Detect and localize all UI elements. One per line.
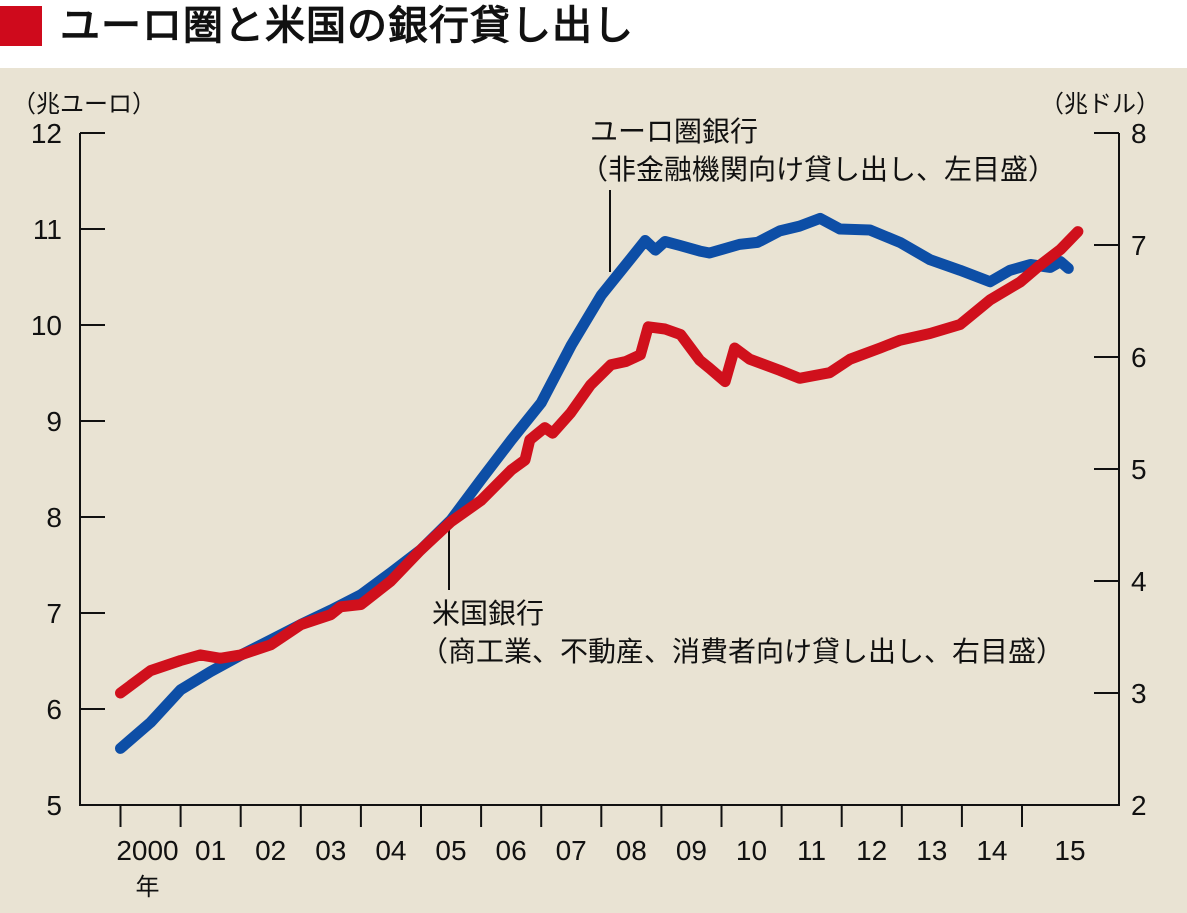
axis-frame <box>79 133 1120 806</box>
x-axis-tick-label: 14 <box>976 835 1007 866</box>
left-axis-tick-label: 12 <box>31 118 62 149</box>
euro-series-detail: （非金融機関向け貸し出し、左目盛） <box>580 153 1057 186</box>
right-axis-tick-label: 6 <box>1131 342 1147 373</box>
left-axis-tick-label: 7 <box>46 598 62 629</box>
left-axis-tick-label: 10 <box>31 310 62 341</box>
right-axis-tick-label: 4 <box>1131 566 1147 597</box>
x-axis-tick-label: 09 <box>676 835 707 866</box>
x-axis-tick-label: 03 <box>315 835 346 866</box>
right-axis-tick-label: 5 <box>1131 454 1147 485</box>
title-bar: ユーロ圏と米国の銀行貸し出し <box>0 0 1187 66</box>
right-axis-unit: （兆ドル） <box>1040 90 1160 118</box>
left-axis-tick-label: 6 <box>46 694 62 725</box>
x-axis-tick-label: 13 <box>916 835 947 866</box>
x-axis-tick-label: 02 <box>255 835 286 866</box>
euro-bank-lending-line <box>115 212 1074 754</box>
us-series-label: 米国銀行 <box>432 597 545 630</box>
title-accent-square <box>0 6 42 46</box>
chart-title: ユーロ圏と米国の銀行貸し出し <box>60 3 634 49</box>
right-axis-tick-label: 3 <box>1131 678 1147 709</box>
euro-series-label: ユーロ圏銀行 <box>590 115 759 148</box>
x-axis-tick-label: 2000 <box>116 835 178 866</box>
right-axis-tick-label: 2 <box>1131 790 1147 821</box>
right-axis-tick-label: 8 <box>1131 118 1147 149</box>
x-axis-tick-label: 15 <box>1054 835 1085 866</box>
x-axis-tick-label: 08 <box>616 835 647 866</box>
x-axis-tick-label: 01 <box>195 835 226 866</box>
left-axis-tick-label: 11 <box>33 214 62 245</box>
right-axis-tick-label: 7 <box>1131 230 1147 261</box>
us-series-detail: （商工業、不動産、消費者向け貸し出し、右目盛） <box>420 635 1065 668</box>
chart-area <box>0 68 1187 913</box>
x-axis-tick-label: 11 <box>797 835 826 866</box>
x-axis-unit-label: 年 <box>136 873 160 901</box>
us-bank-lending-line <box>115 226 1084 699</box>
x-axis-tick-label: 07 <box>556 835 587 866</box>
left-axis-tick-label: 8 <box>46 502 62 533</box>
x-axis-tick-label: 12 <box>856 835 887 866</box>
left-axis-tick-label: 5 <box>46 790 62 821</box>
left-axis-tick-label: 9 <box>46 406 62 437</box>
x-axis-tick-label: 10 <box>736 835 767 866</box>
x-axis-tick-label: 04 <box>375 835 406 866</box>
x-axis-tick-label: 05 <box>435 835 466 866</box>
left-axis-unit: （兆ユーロ） <box>12 90 156 118</box>
x-axis-tick-label: 06 <box>496 835 527 866</box>
